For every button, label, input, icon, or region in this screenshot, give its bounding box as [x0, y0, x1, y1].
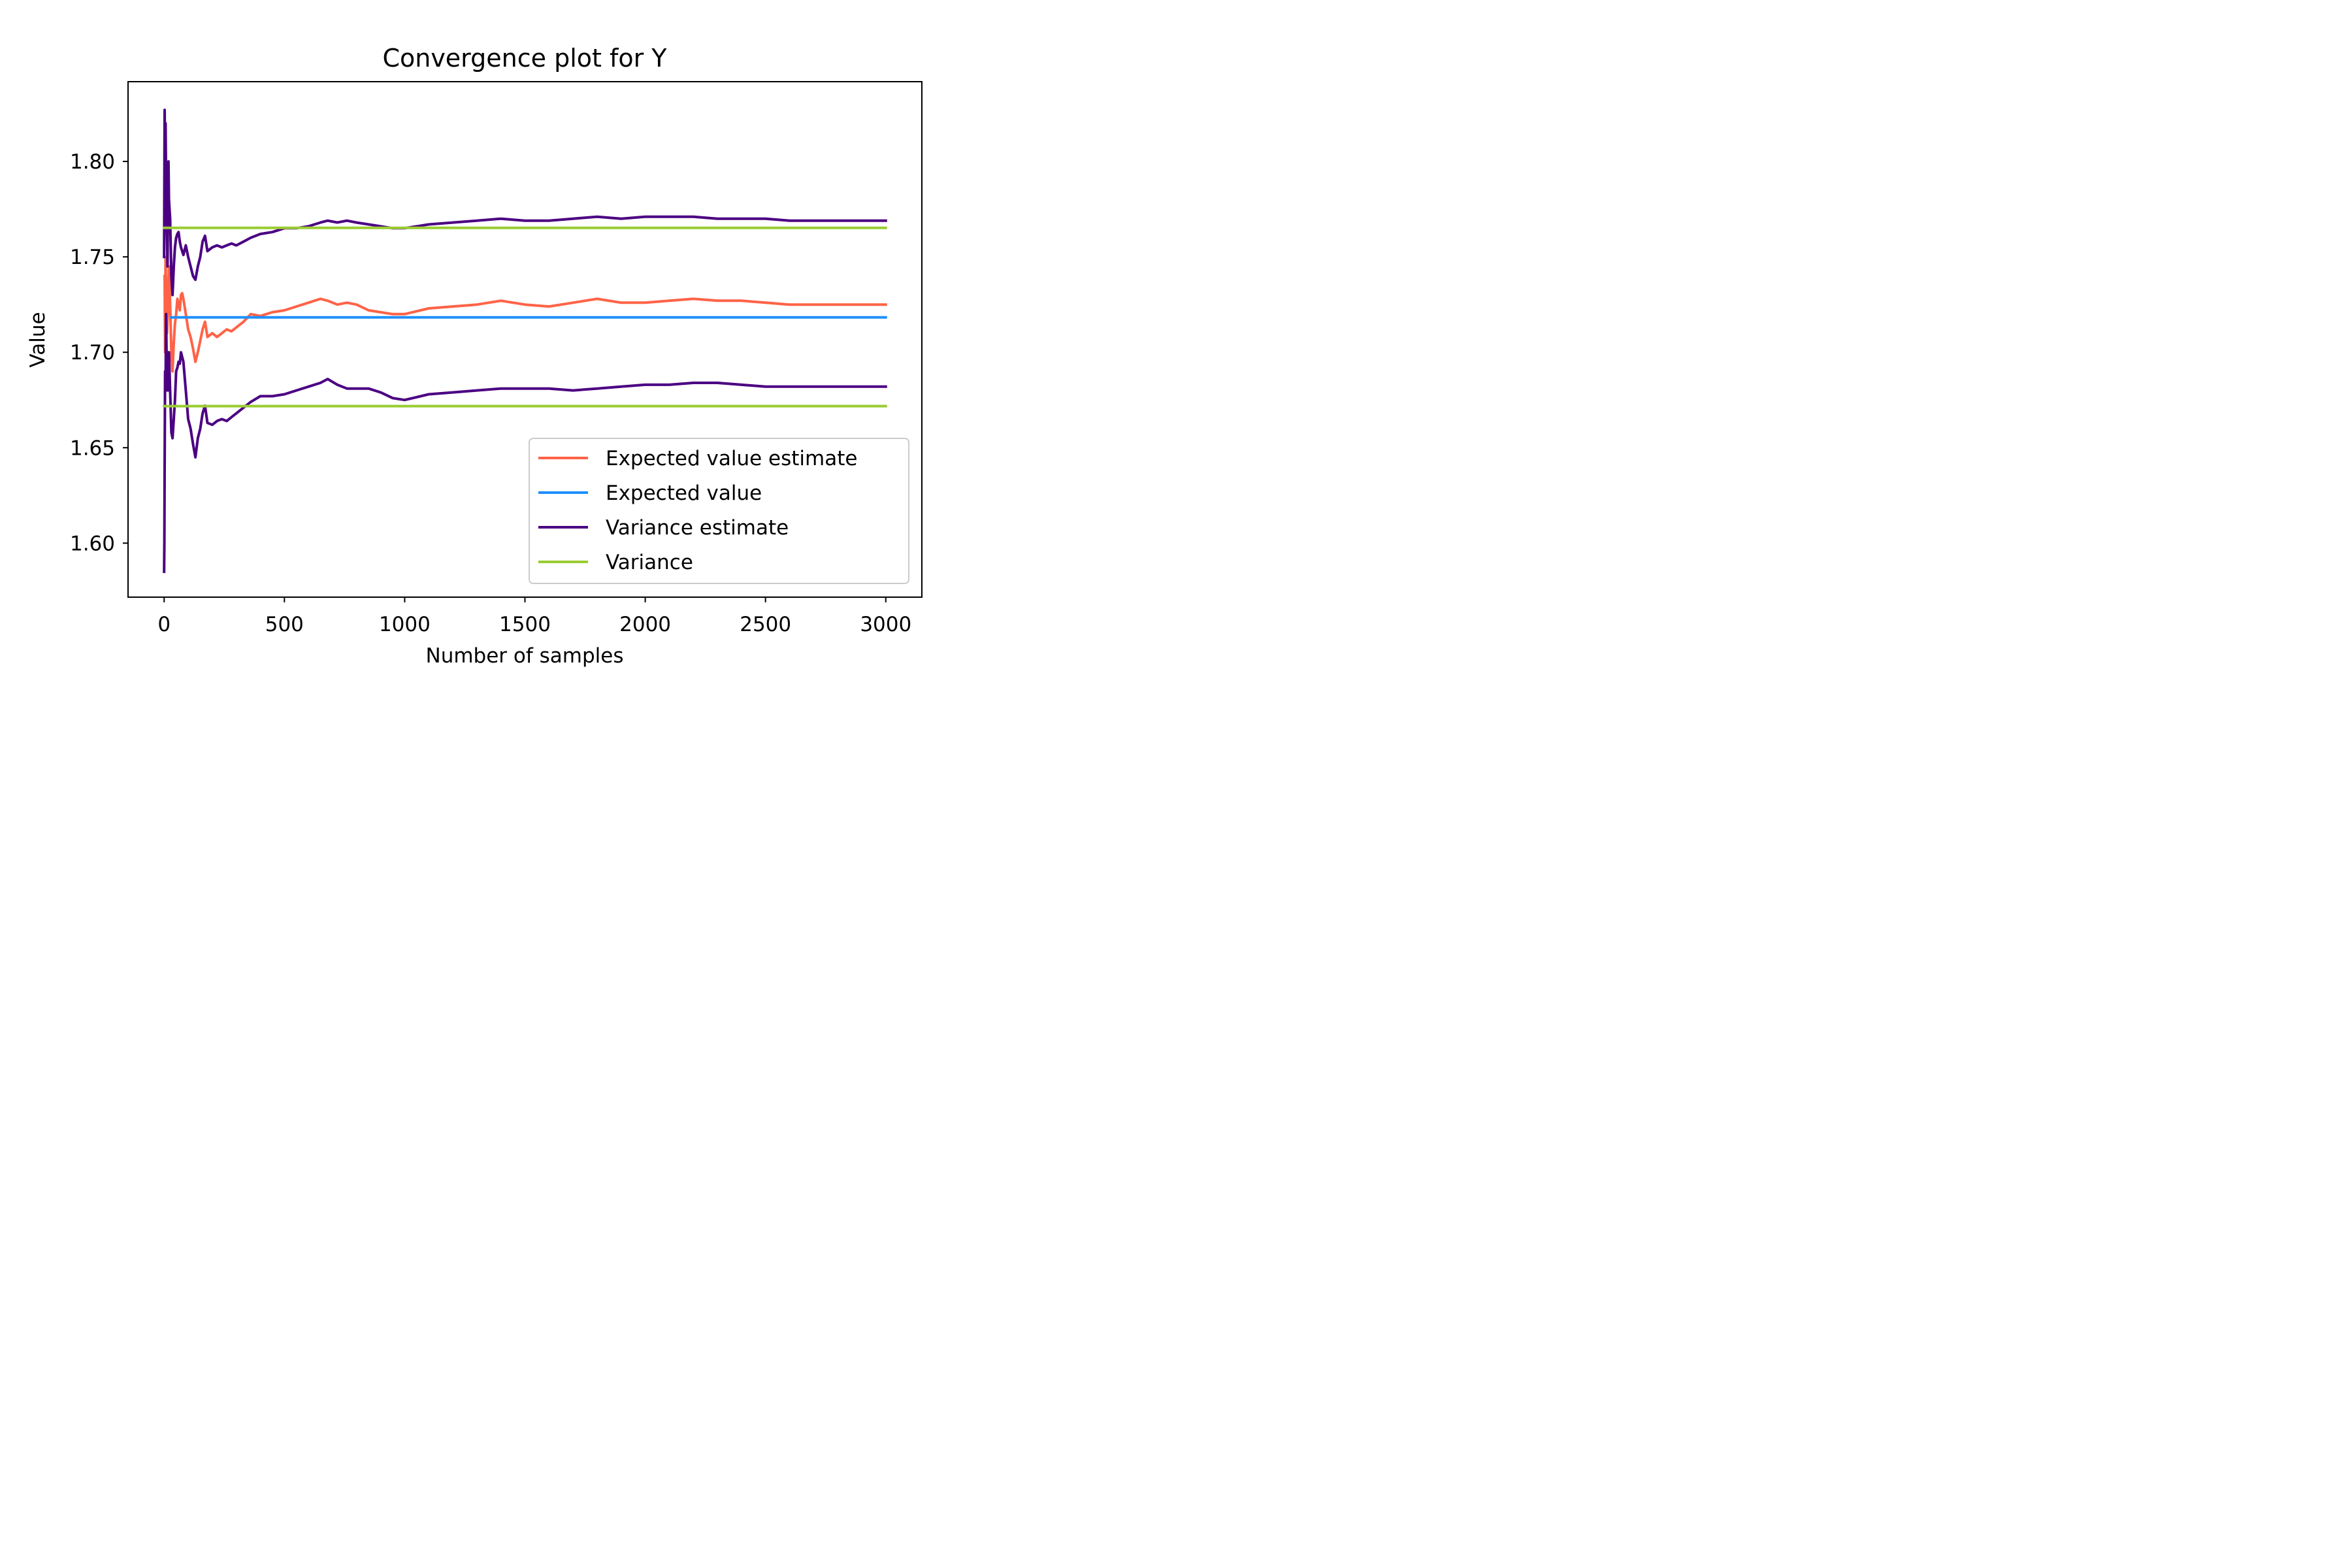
- y-axis: 1.60 1.65 1.70 1.75 1.80: [70, 150, 128, 555]
- series-line-variance-estimate-1: [163, 108, 887, 297]
- legend-label-expected-value: Expected value: [606, 482, 762, 505]
- y-tick-label: 1.75: [70, 246, 115, 269]
- x-tick-label: 3000: [860, 613, 911, 636]
- x-tick-label: 2500: [740, 613, 791, 636]
- x-axis: 0 500 1000 1500 2000 2500 3000: [157, 597, 911, 636]
- series-line-variance-estimate-2: [163, 312, 887, 574]
- y-tick-label: 1.65: [70, 436, 115, 460]
- chart-title: Convergence plot for Y: [382, 44, 667, 73]
- legend-label-variance: Variance: [606, 551, 693, 574]
- x-tick-label: 500: [265, 613, 304, 636]
- x-tick-label: 1000: [379, 613, 431, 636]
- y-tick-label: 1.70: [70, 341, 115, 365]
- y-tick-label: 1.80: [70, 150, 115, 174]
- chart-canvas: Convergence plot for Y 0 500 1000 1500 2000 2…: [0, 0, 1013, 686]
- legend-box: [529, 438, 909, 584]
- legend-label-variance-estimate: Variance estimate: [606, 516, 789, 540]
- x-tick-label: 0: [157, 613, 171, 636]
- y-tick-label: 1.60: [70, 532, 115, 555]
- x-tick-label: 2000: [619, 613, 671, 636]
- legend: Expected value estimate Expected value Var…: [529, 438, 909, 584]
- series-layer: [163, 108, 887, 574]
- y-axis-label: Value: [26, 312, 50, 367]
- x-axis-label: Number of samples: [426, 644, 624, 668]
- x-tick-label: 1500: [499, 613, 551, 636]
- legend-label-expected-value-estimate: Expected value estimate: [606, 447, 857, 470]
